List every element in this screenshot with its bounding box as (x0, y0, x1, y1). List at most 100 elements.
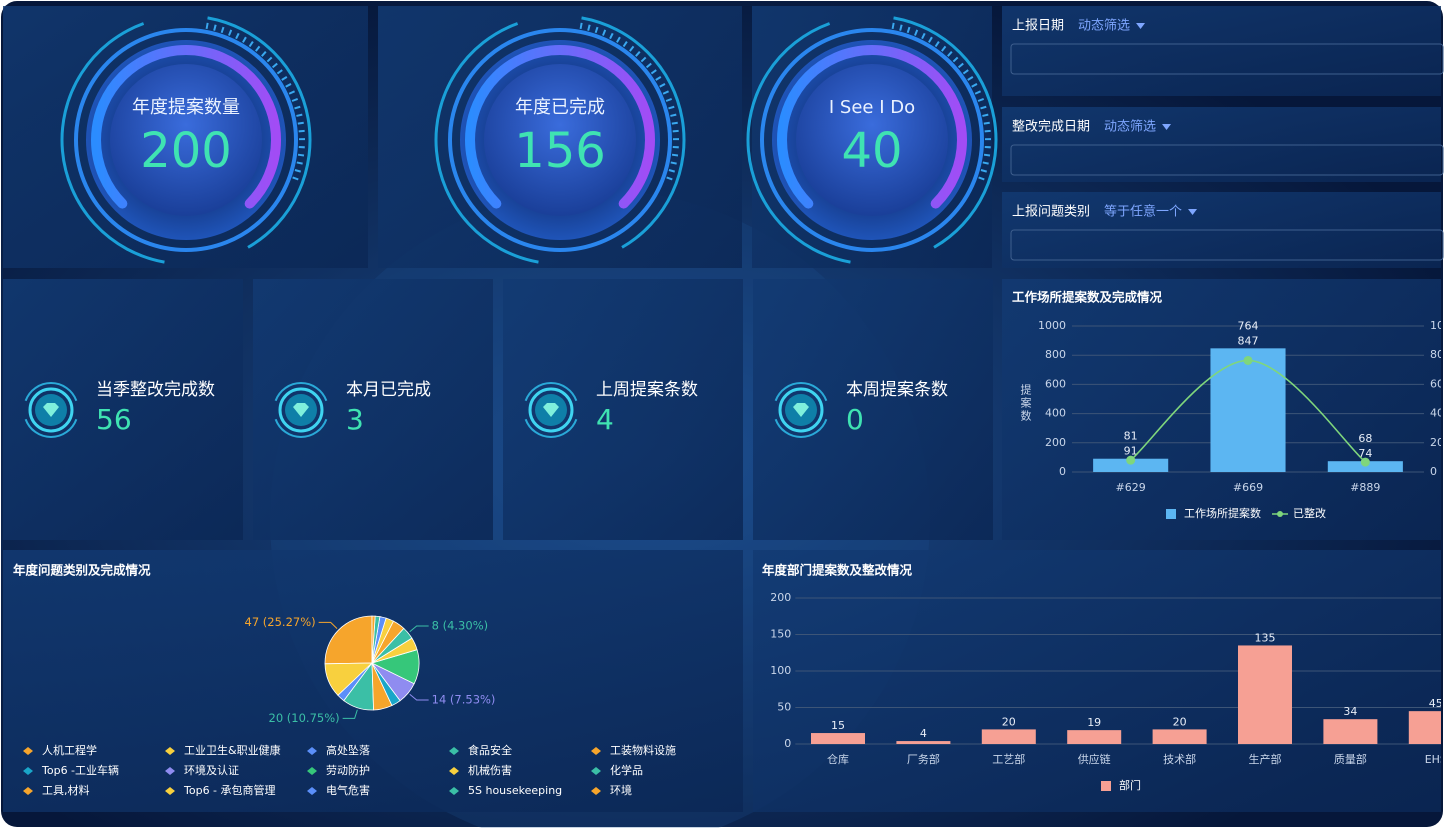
filter-input[interactable] (1010, 229, 1444, 261)
legend-label[interactable]: 人机工程学 (42, 743, 97, 757)
bar (1210, 348, 1286, 472)
legend-swatch (591, 787, 601, 795)
data-label: 20 (1002, 715, 1016, 728)
label-line (409, 625, 429, 633)
legend-label[interactable]: 工装物料设施 (610, 743, 676, 757)
legend-label[interactable]: 电气危害 (326, 783, 370, 797)
x-tick-label: 工艺部 (992, 752, 1025, 766)
gauge-arc (465, 45, 655, 209)
y-tick-label: 200 (770, 591, 791, 604)
legend-swatch (449, 767, 459, 775)
y-tick-label: 1000 (1038, 319, 1066, 332)
icon-ring (24, 418, 78, 438)
x-tick-label: 质量部 (1334, 752, 1367, 766)
legend-swatch (307, 747, 317, 755)
data-label: 15 (831, 719, 845, 732)
line-point (1243, 355, 1253, 365)
filter-input[interactable] (1010, 43, 1444, 75)
y-tick-label: 150 (770, 628, 791, 641)
legend-label[interactable]: 工业卫生&职业健康 (184, 743, 281, 757)
legend-swatch (449, 747, 459, 755)
icon-ring (524, 418, 578, 438)
label-line (318, 621, 338, 630)
stat-value: 4 (596, 403, 614, 436)
kpi-label: 年度提案数量 (132, 97, 240, 118)
legend-label[interactable]: 5S housekeeping (468, 784, 562, 797)
legend-label[interactable]: 食品安全 (468, 743, 512, 757)
y2-tick-label: 400 (1430, 407, 1444, 420)
stat-label: 本月已完成 (346, 380, 431, 400)
dropdown-arrow[interactable] (1162, 124, 1172, 130)
chart: 0 200 400 600 800 1000 0 200 400 600 800 1000 提案数 #62… (1019, 319, 1444, 520)
gauge-core (110, 64, 262, 216)
filter-mode[interactable]: 动态筛选 (1078, 19, 1130, 34)
bar (981, 729, 1036, 744)
chart-title: 年度问题类别及完成情况 (13, 563, 151, 578)
legend-swatch (23, 767, 33, 775)
data-label: 68 (1358, 432, 1372, 445)
data-label: 74 (1358, 447, 1372, 460)
legend-swatch (165, 787, 175, 795)
icon-ring (528, 387, 574, 433)
icon-ring (28, 387, 74, 433)
legend-swatch (165, 747, 175, 755)
icon-diamond (43, 403, 59, 417)
legend-label[interactable]: 工具,材料 (42, 783, 90, 797)
legend-label[interactable]: 环境 (610, 783, 632, 797)
icon-ring (278, 387, 324, 433)
legend-label[interactable]: 高处坠落 (326, 743, 370, 757)
filter-input[interactable] (1010, 144, 1444, 176)
gauge-arc (777, 45, 967, 209)
line-point (1126, 455, 1136, 465)
legend-label: 已整改 (1293, 506, 1326, 520)
y2-tick-label: 600 (1430, 377, 1444, 390)
filter-mode[interactable]: 等于任意一个 (1104, 204, 1182, 220)
legend-label[interactable]: Top6 -工业车辆 (41, 763, 119, 777)
bar (1323, 719, 1378, 744)
label-line (342, 709, 358, 719)
legend-swatch (23, 747, 33, 755)
gauge-ring (74, 28, 298, 252)
icon-ring (774, 382, 828, 402)
bar (1067, 730, 1122, 744)
bar (1238, 645, 1292, 744)
bar (1093, 458, 1169, 472)
legend-swatch (307, 787, 317, 795)
x-tick-label: 厂务部 (907, 752, 940, 766)
y-tick-label: 600 (1045, 377, 1066, 390)
data-label: 764 (1238, 319, 1259, 332)
y-tick-label: 100 (770, 664, 791, 677)
dropdown-arrow[interactable] (1188, 209, 1198, 215)
legend-label[interactable]: Top6 - 承包商管理 (183, 783, 276, 797)
y2-tick-label: 200 (1430, 436, 1444, 449)
legend-swatch (165, 767, 175, 775)
dropdown-arrow[interactable] (1136, 23, 1146, 29)
icon-diamond (543, 403, 559, 417)
pie-label: 8 (4.30%) (432, 618, 488, 632)
stat-label: 当季整改完成数 (96, 380, 215, 400)
y2-tick-label: 800 (1430, 348, 1444, 361)
gauge-outer-arc (60, 22, 165, 264)
kpi-label: 年度已完成 (515, 97, 605, 118)
data-label: 19 (1087, 716, 1101, 729)
filter-mode[interactable]: 动态筛选 (1104, 120, 1156, 135)
legend-label[interactable]: 化学品 (610, 763, 643, 777)
bar (896, 741, 951, 744)
pie-slice (324, 615, 373, 665)
legend-label[interactable]: 机械伤害 (468, 763, 512, 777)
legend-label[interactable]: 劳动防护 (326, 763, 370, 777)
kpi-value: 200 (140, 123, 232, 179)
icon-ring (274, 382, 328, 402)
filter-label: 上报日期 (1012, 19, 1064, 34)
legend-label: 部门 (1119, 778, 1141, 792)
data-label: 34 (1343, 705, 1357, 718)
label-line (409, 693, 429, 701)
kpi-value: 156 (514, 123, 606, 179)
legend-swatch (307, 767, 317, 775)
pie-label: 47 (25.27%) (245, 615, 316, 629)
y2-tick-label: 0 (1430, 465, 1437, 478)
legend-label[interactable]: 环境及认证 (184, 763, 239, 777)
icon-ring (274, 418, 328, 438)
y-axis-label: 提案数 (1019, 384, 1032, 423)
